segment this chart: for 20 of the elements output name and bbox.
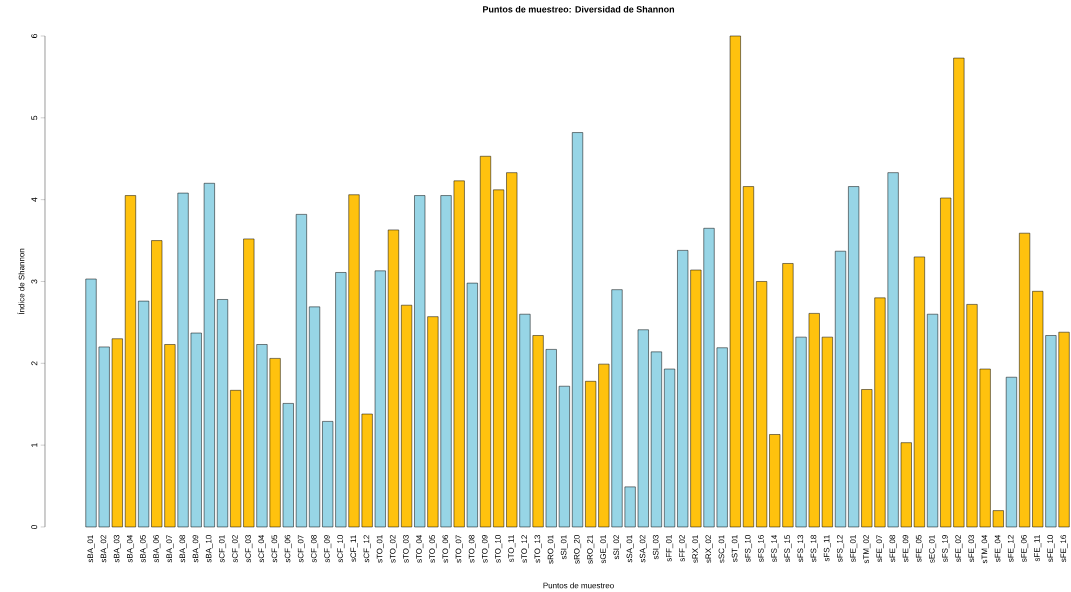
bar <box>479 156 491 528</box>
bar <box>835 251 847 528</box>
bar <box>124 195 136 528</box>
y-tick-label: 0 <box>31 525 38 530</box>
bar <box>309 306 321 528</box>
bar <box>387 229 399 528</box>
bar <box>742 186 754 528</box>
bar <box>650 351 662 528</box>
bar <box>664 368 676 528</box>
chart-title: Puntos de muestreo: Diversidad de Shannon <box>483 6 675 13</box>
bar <box>1005 377 1017 528</box>
y-tick-label: 6 <box>31 34 38 39</box>
y-tick-label: 3 <box>31 279 38 284</box>
y-tick-label: 5 <box>31 115 38 120</box>
y-tick-label: 1 <box>31 443 38 448</box>
bar <box>927 314 939 528</box>
y-tick-label: 4 <box>31 197 38 202</box>
bar <box>572 132 584 528</box>
y-tick-label: 2 <box>31 361 38 366</box>
bar <box>217 299 229 528</box>
